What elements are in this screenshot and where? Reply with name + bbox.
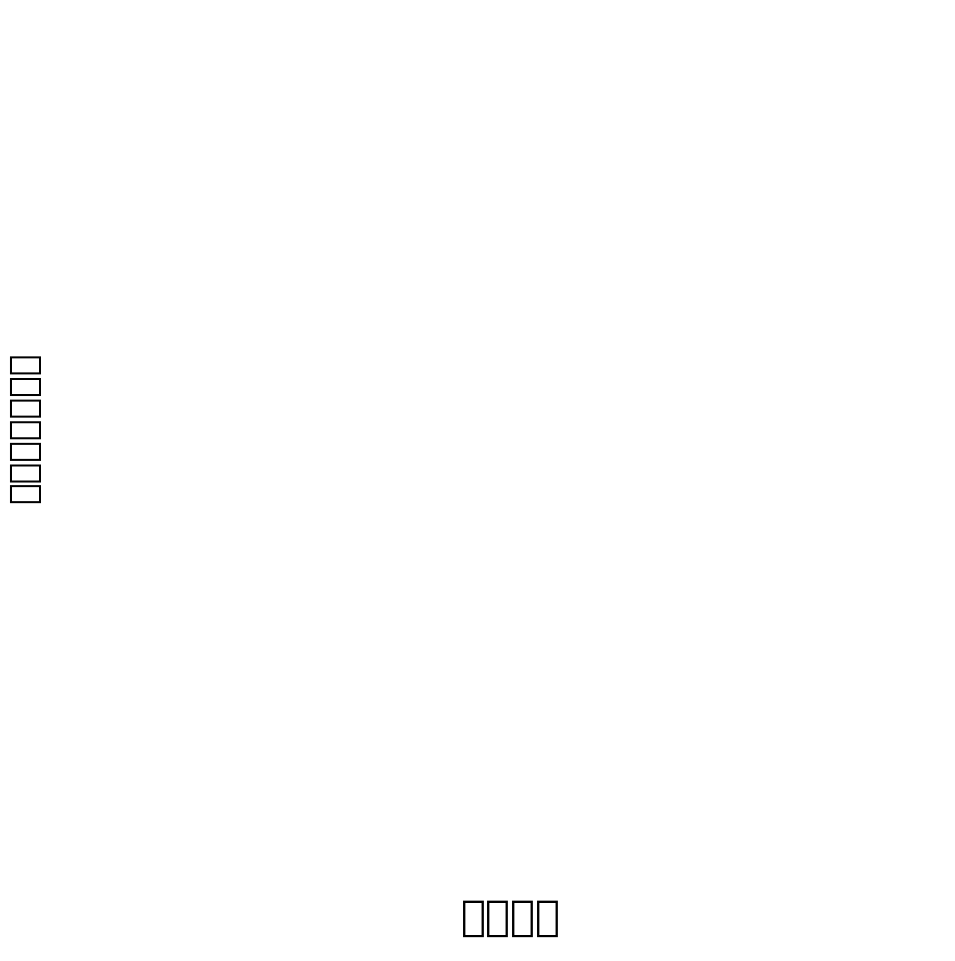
Polygon shape [206, 685, 260, 710]
Text: HFR: HFR [520, 394, 596, 425]
Text: WBC: WBC [751, 114, 859, 153]
Text: 荧光强度: 荧光强度 [461, 897, 561, 939]
Text: RET: RET [456, 56, 547, 94]
Text: RBC: RBC [159, 114, 256, 153]
Polygon shape [208, 153, 258, 357]
Text: PLT: PLT [490, 691, 573, 729]
Text: 前向散色光强度: 前向散色光强度 [7, 352, 41, 504]
Text: LFR: LFR [312, 394, 381, 425]
Text: MFR: MFR [419, 394, 500, 425]
